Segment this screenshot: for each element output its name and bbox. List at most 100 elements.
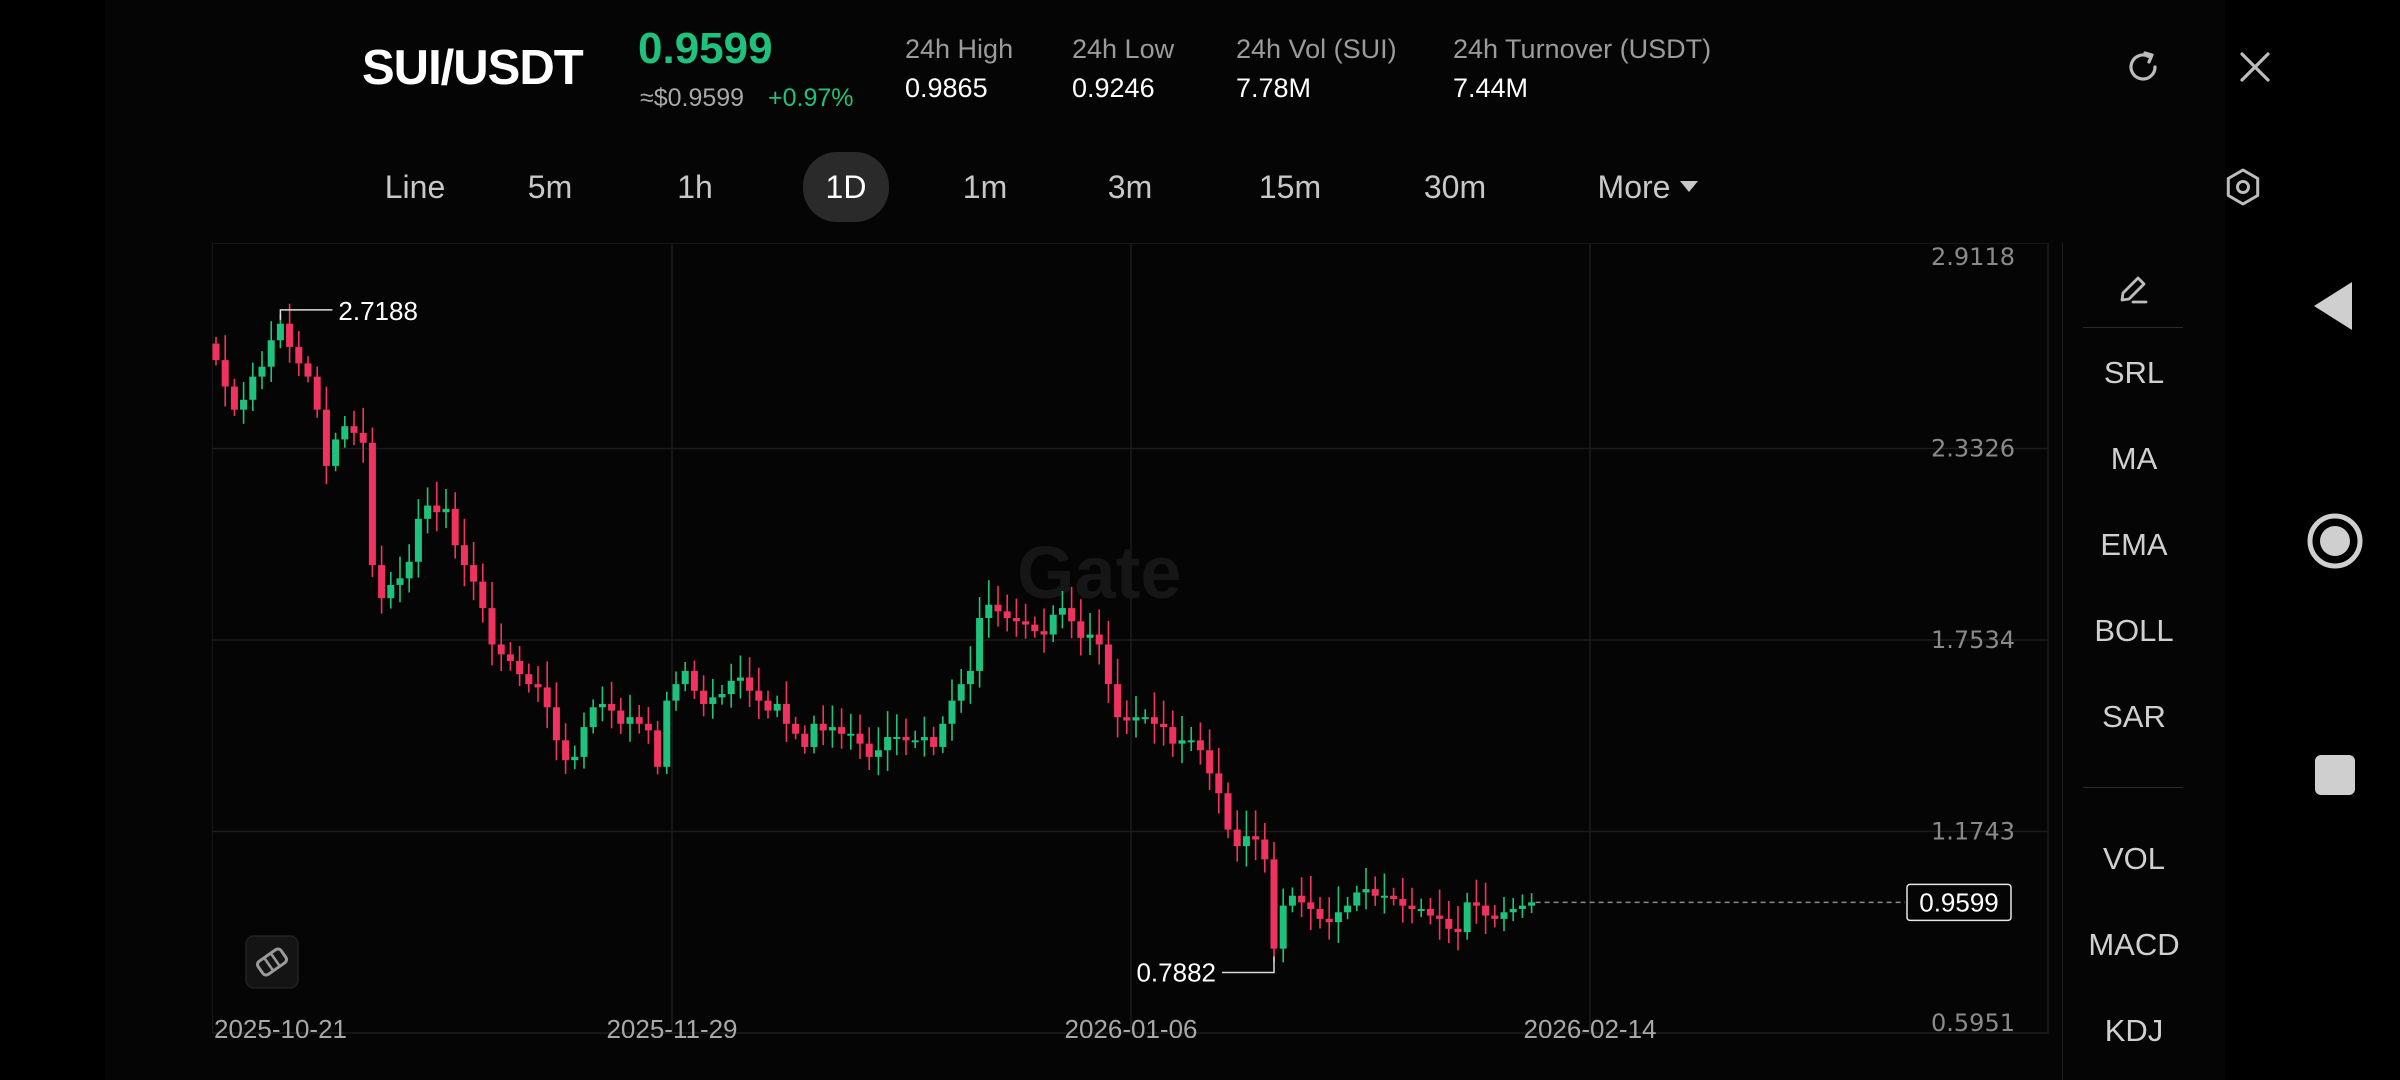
candle [1518,894,1526,918]
tab-more[interactable]: More [1583,152,1713,222]
candle [414,499,422,578]
stat-high-label: 24h High [905,34,1014,64]
tab-1m[interactable]: 1m [945,152,1025,222]
candle-body [286,323,294,347]
candle [1086,613,1094,656]
candle-body [460,545,468,566]
candle [1233,810,1241,862]
indicator-divider [2083,787,2183,788]
settings-icon[interactable] [2221,165,2265,209]
candle [350,410,358,446]
candle-body [516,660,524,675]
indicator-sar[interactable]: SAR [2102,699,2166,734]
candle [1077,599,1085,656]
tab-1h[interactable]: 1h [655,152,735,222]
candle [1344,896,1352,920]
candle [460,518,468,587]
candle [773,695,781,718]
candle-body [718,694,726,698]
indicator-boll[interactable]: BOLL [2094,613,2174,648]
candle [865,727,873,770]
candle-body [1022,621,1030,625]
candle-body [709,697,717,704]
tab-1d[interactable]: 1D [803,152,889,222]
candle-body [1500,912,1508,919]
tab-line-label: Line [384,169,446,205]
candle [1178,716,1186,764]
tab-line[interactable]: Line [365,152,465,222]
candle [1187,726,1195,752]
candle [1408,887,1416,924]
draw-toggle-button[interactable] [245,935,299,989]
low-price-label: 0.7882 [1136,958,1216,988]
candle [681,661,689,692]
candle-body [1215,773,1223,794]
candle-body [534,684,542,688]
candle-body [1114,684,1122,718]
candle [396,556,404,603]
candle [451,492,459,559]
candle [838,708,846,749]
candle [690,660,698,700]
candle-body [727,680,735,695]
candle-body [1252,836,1260,840]
indicator-srl[interactable]: SRL [2103,355,2165,390]
candle [332,432,340,472]
candle-body [1196,740,1204,751]
candle-body [1132,717,1140,721]
tab-30m[interactable]: 30m [1410,152,1500,222]
candle-body [644,723,652,731]
candle-body [1353,892,1361,906]
candle-body [1003,611,1011,618]
tab-15m[interactable]: 15m [1245,152,1335,222]
candle-body [350,426,358,433]
candle [1040,608,1048,653]
y-tick-label: 2.9118 [1931,243,2015,271]
candle [1463,892,1471,940]
candle-body [1399,899,1407,906]
indicator-ma[interactable]: MA [2110,441,2158,476]
candle-body [810,723,818,747]
tab-5m[interactable]: 5m [505,152,595,222]
refresh-icon[interactable] [2121,45,2165,89]
candle-body [1068,608,1076,622]
nav-recents-icon[interactable] [2314,754,2356,796]
candle [939,716,947,753]
candle [1160,700,1168,746]
candle-body [267,340,275,367]
candle-body [654,730,662,767]
indicator-kdj[interactable]: KDJ [2104,1013,2164,1048]
candle [1491,905,1499,928]
close-icon[interactable] [2233,45,2277,89]
candle [1316,897,1324,929]
candle-body [451,508,459,546]
candle-body [635,717,643,724]
candle [1298,877,1306,918]
nav-back-icon[interactable] [2312,280,2356,332]
candle [847,713,855,750]
candle [543,661,551,729]
candlestick-chart[interactable]: Gate 2.9118 2.3326 1.7534 1.1743 0.5951 2025… [212,243,2205,1038]
tab-3m[interactable]: 3m [1090,152,1170,222]
candle-body [1417,908,1425,911]
candle [994,585,1002,627]
nav-home-icon[interactable] [2306,512,2364,570]
candle-body [240,399,248,410]
indicator-vol[interactable]: VOL [2102,841,2166,876]
candle-body [920,737,928,741]
candle-body [552,707,560,741]
candle-body [1040,631,1048,635]
candle-body [1150,717,1158,724]
candle-body [1086,634,1094,638]
candle-body [1371,889,1379,896]
candle [1380,873,1388,914]
candle [801,725,809,754]
candle-body [442,508,450,513]
x-axis: 2025-10-21 2025-11-29 2026-01-06 2026-02-14 [214,1014,1657,1038]
candle-body [828,727,836,731]
draw-tools-icon[interactable] [2113,269,2153,309]
candle-body [1169,727,1177,744]
indicator-ema[interactable]: EMA [2100,527,2168,562]
indicator-macd[interactable]: MACD [2088,927,2180,962]
stat-low-value: 0.9246 [1072,73,1155,103]
